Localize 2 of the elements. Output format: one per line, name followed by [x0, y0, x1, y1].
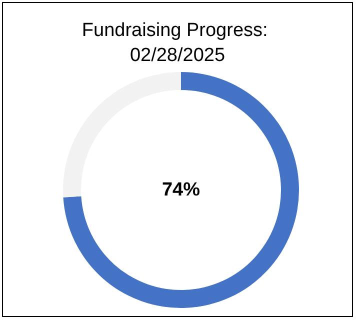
- data-label: 74%: [162, 180, 200, 200]
- chart-title: Fundraising Progress: 02/28/2025: [82, 20, 274, 66]
